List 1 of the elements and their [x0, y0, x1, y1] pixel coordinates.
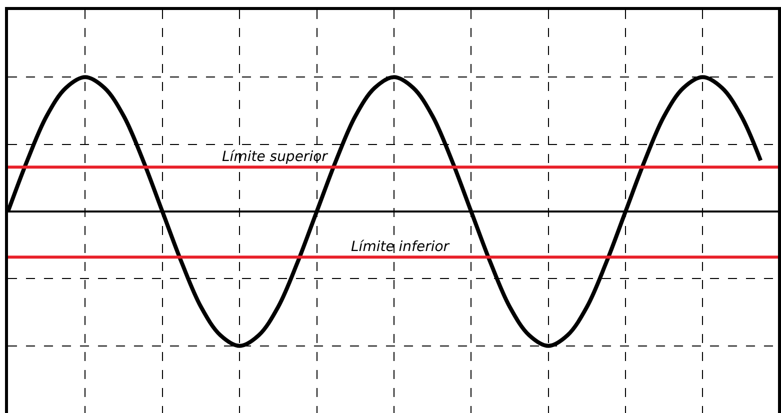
- ref-line-label: Límite inferior: [351, 239, 450, 255]
